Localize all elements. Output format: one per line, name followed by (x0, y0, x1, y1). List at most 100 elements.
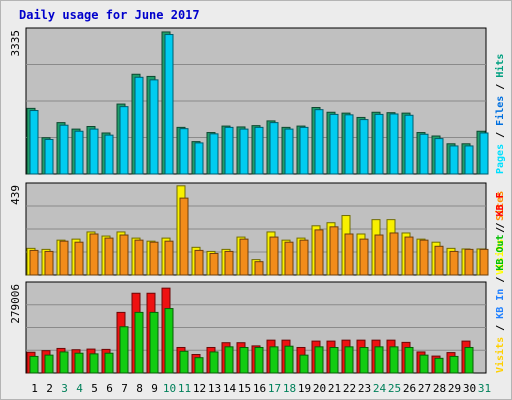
bar-kb-out-day-8 (134, 311, 144, 374)
x-tick-label: 24 (373, 382, 387, 395)
bar-sites-day-21 (329, 226, 339, 276)
bar-sites-day-5 (89, 233, 99, 276)
bar-kb-out-day-24 (374, 346, 384, 374)
bar-pages-day-10 (164, 34, 174, 175)
bar-pages-day-22 (344, 114, 354, 175)
bar-kb-out-day-21 (329, 346, 339, 374)
bar-kb-out-day-26 (404, 346, 414, 374)
bar-pages-day-7 (119, 106, 129, 175)
bar-sites-day-30 (464, 248, 474, 276)
bar-sites-day-25 (389, 232, 399, 276)
legend-entry: Visits (494, 337, 506, 373)
x-tick-label: 6 (106, 382, 113, 395)
bar-pages-day-24 (374, 113, 384, 175)
x-tick-label: 31 (478, 382, 491, 395)
x-tick-label: 4 (76, 382, 83, 395)
x-tick-label: 19 (298, 382, 311, 395)
bar-sites-day-9 (149, 241, 159, 276)
panel-bot-max-label: 279006 (9, 284, 22, 324)
x-tick-label: 10 (163, 382, 176, 395)
panel-mid-legend: Visits / Sites (494, 191, 506, 275)
x-tick-label: 9 (151, 382, 158, 395)
bar-pages-day-30 (464, 145, 474, 175)
bar-kb-out-day-11 (179, 350, 189, 374)
bar-pages-day-28 (434, 138, 444, 175)
x-tick-label: 29 (448, 382, 461, 395)
bar-kb-out-day-25 (389, 346, 399, 374)
bar-sites-day-29 (449, 250, 459, 276)
bar-sites-day-18 (284, 241, 294, 276)
bar-sites-day-8 (134, 239, 144, 276)
x-axis-day-labels: 1 2 3 4 5 6 7 8 9 10 11 12 13 14 15 16 17 18 19 20 21 22 23 24 2… (31, 382, 491, 395)
bar-sites-day-12 (194, 249, 204, 276)
bar-sites-day-1 (29, 249, 39, 276)
bar-pages-day-6 (104, 134, 114, 175)
bar-pages-day-1 (29, 110, 39, 175)
bar-kb-out-day-4 (74, 352, 84, 374)
bar-pages-day-20 (314, 109, 324, 175)
bar-pages-day-27 (419, 133, 429, 175)
bar-sites-day-31 (479, 248, 489, 276)
bar-sites-day-26 (404, 236, 414, 276)
bar-kb-out-day-30 (464, 346, 474, 374)
x-tick-label: 22 (343, 382, 356, 395)
bar-kb-out-day-1 (29, 355, 39, 374)
bar-sites-day-23 (359, 238, 369, 276)
bar-kb-out-day-2 (44, 354, 54, 374)
bar-kb-out-day-22 (344, 346, 354, 374)
bar-pages-day-2 (44, 138, 54, 175)
x-tick-label: 18 (283, 382, 296, 395)
bar-sites-day-15 (239, 238, 249, 276)
legend-separator: / (495, 221, 506, 239)
bar-kb-out-day-19 (299, 354, 309, 374)
panel-mid-max-label: 439 (9, 185, 22, 205)
chart-title: Daily usage for June 2017 (19, 8, 200, 22)
x-tick-label: 28 (433, 382, 446, 395)
x-tick-label: 12 (193, 382, 206, 395)
bar-sites-day-10 (164, 240, 174, 276)
bar-sites-day-24 (374, 234, 384, 276)
x-tick-label: 15 (238, 382, 251, 395)
x-tick-label: 30 (463, 382, 476, 395)
x-tick-label: 26 (403, 382, 416, 395)
bar-pages-day-29 (449, 145, 459, 175)
bar-pages-day-8 (134, 76, 144, 175)
x-tick-label: 25 (388, 382, 401, 395)
bar-sites-day-17 (269, 236, 279, 276)
bar-sites-day-3 (59, 240, 69, 276)
panel-top-max-label: 3335 (9, 30, 22, 57)
bar-kb-out-day-23 (359, 346, 369, 374)
x-tick-label: 11 (178, 382, 191, 395)
bar-kb-out-day-14 (224, 346, 234, 374)
bar-pages-day-25 (389, 113, 399, 175)
legend-separator: / (495, 319, 506, 337)
bar-kb-out-day-13 (209, 351, 219, 374)
legend-entry: KB In (495, 289, 506, 319)
legend-separator: / (495, 216, 506, 234)
bar-pages-day-31 (479, 132, 489, 175)
bar-sites-day-14 (224, 250, 234, 276)
bar-kb-out-day-17 (269, 346, 279, 374)
bar-pages-day-18 (284, 128, 294, 175)
legend-entry: KB Out (495, 235, 506, 271)
bar-pages-day-19 (299, 126, 309, 175)
bar-pages-day-11 (179, 128, 189, 175)
bar-pages-day-9 (149, 79, 159, 175)
panel-bot: 279006 Visits / KB In / KB Out / KB F (9, 192, 506, 374)
bar-sites-day-6 (104, 237, 114, 276)
bar-sites-day-4 (74, 241, 84, 276)
bar-kb-out-day-28 (434, 357, 444, 374)
legend-entry: Files (494, 96, 506, 126)
bar-kb-out-day-3 (59, 351, 69, 374)
bar-sites-day-7 (119, 234, 129, 276)
legend-separator: / (495, 78, 506, 96)
bar-kb-out-day-20 (314, 346, 324, 374)
x-tick-label: 13 (208, 382, 221, 395)
bar-pages-day-12 (194, 142, 204, 175)
panel-top-legend: Pages / Files / Hits (494, 54, 506, 174)
x-tick-label: 17 (268, 382, 281, 395)
bar-sites-day-16 (254, 261, 264, 276)
x-tick-label: 7 (121, 382, 128, 395)
bar-pages-day-23 (359, 119, 369, 175)
